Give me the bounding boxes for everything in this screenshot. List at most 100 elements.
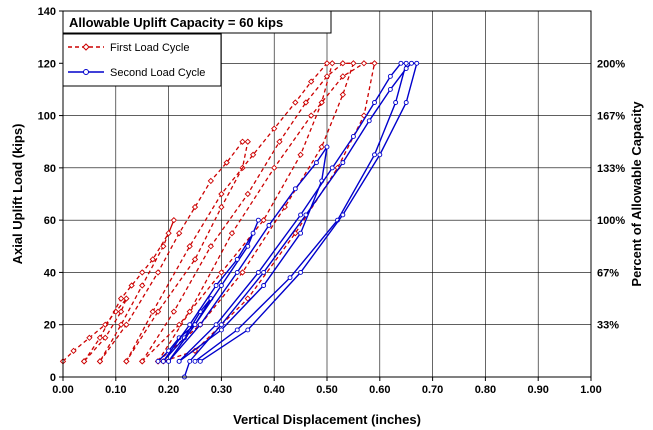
legend: First Load Cycle Second Load Cycle (62, 33, 222, 87)
data-point (165, 230, 172, 237)
x-tick-label: 0.60 (369, 384, 390, 396)
x-tick-label: 1.00 (580, 384, 601, 396)
data-point (303, 212, 309, 218)
data-point (360, 60, 368, 67)
data-point (297, 151, 304, 158)
data-point (255, 269, 261, 275)
data-point (187, 358, 193, 364)
data-point (298, 230, 304, 236)
data-point (123, 321, 130, 328)
data-point (160, 243, 167, 250)
y-tick-label: 80 (44, 163, 56, 175)
data-point (372, 100, 377, 105)
series-line (178, 62, 408, 362)
data-point (292, 99, 299, 106)
series-line (157, 298, 212, 362)
data-point (350, 134, 356, 139)
data-point (197, 322, 203, 328)
data-point (197, 358, 203, 364)
y-tick-label: 140 (38, 6, 56, 18)
x-tick-label: 0.50 (316, 384, 337, 396)
data-point (339, 73, 346, 80)
data-point (324, 144, 330, 150)
data-point (207, 243, 214, 250)
y2-tick-label: 33% (597, 320, 619, 332)
data-point (191, 203, 199, 211)
data-point (128, 282, 135, 289)
data-point (218, 322, 224, 328)
y2-axis-title: Percent of Allowable Capacity (629, 101, 644, 287)
data-point (154, 269, 162, 276)
series-line (125, 62, 334, 362)
series-line (83, 219, 175, 362)
data-point (186, 308, 193, 315)
data-point (244, 138, 251, 145)
data-point (218, 203, 225, 211)
y2-tick-label: 67% (597, 267, 619, 279)
data-point (339, 91, 346, 98)
title-box-group: Allowable Uplift Capacity = 60 kips (62, 10, 332, 34)
x-axis-title: Vertical Displacement (inches) (233, 412, 421, 427)
y2-tick-label: 167% (597, 111, 625, 123)
x-tick-label: 0.90 (527, 384, 548, 396)
legend-second-label: Second Load Cycle (110, 67, 205, 79)
data-point (191, 256, 199, 263)
series-first-load-cycle (59, 60, 378, 365)
y-tick-label: 20 (44, 320, 56, 332)
data-point (366, 118, 372, 124)
data-point (255, 217, 261, 223)
data-point (139, 358, 146, 365)
chart-title: Allowable Uplift Capacity = 60 kips (69, 15, 283, 30)
data-point (276, 138, 283, 145)
data-point (155, 358, 161, 364)
y2-tick-label: 200% (597, 58, 625, 70)
data-point (323, 60, 331, 67)
data-point (371, 60, 378, 67)
data-point (213, 283, 219, 288)
data-point (234, 269, 240, 275)
data-point (234, 256, 240, 262)
legend-first-marker (82, 43, 90, 51)
data-point (96, 358, 104, 365)
x-tick-label: 0.80 (475, 384, 496, 396)
data-point (80, 358, 88, 365)
y-tick-label: 40 (44, 267, 56, 279)
data-point (398, 60, 404, 66)
y-tick-label: 60 (44, 215, 56, 227)
data-point (176, 230, 183, 237)
data-point (414, 60, 420, 66)
data-point (117, 321, 125, 328)
data-point (372, 152, 377, 158)
data-point (96, 334, 104, 341)
x-tick-label: 0.10 (105, 384, 126, 396)
y-tick-label: 100 (38, 111, 56, 123)
x-tick-label: 0.00 (52, 384, 73, 396)
data-point (218, 283, 224, 288)
y2-tick-label: 133% (597, 163, 625, 175)
data-point (160, 358, 166, 364)
data-point (218, 269, 225, 276)
series-line (99, 141, 249, 362)
title-box (62, 10, 332, 34)
data-point (149, 256, 156, 263)
data-point (213, 322, 219, 328)
data-point (260, 217, 267, 224)
data-point (239, 138, 246, 145)
data-point (192, 358, 198, 364)
data-point (323, 73, 331, 80)
data-point (139, 282, 146, 289)
legend-box (62, 33, 222, 87)
data-point (187, 322, 193, 328)
series-line (141, 62, 355, 362)
x-tick-label: 0.40 (263, 384, 284, 396)
tick-layer: 0.00 0.10 0.20 0.30 0.40 0.50 0.60 0.70 0.80 0.90… (38, 6, 626, 396)
legend-first-label: First Load Cycle (110, 42, 189, 54)
data-point (123, 358, 130, 365)
data-point (218, 327, 224, 333)
data-point (176, 358, 182, 364)
data-point (340, 160, 346, 166)
data-point (245, 243, 251, 249)
data-point (149, 308, 156, 315)
data-point (228, 230, 236, 237)
